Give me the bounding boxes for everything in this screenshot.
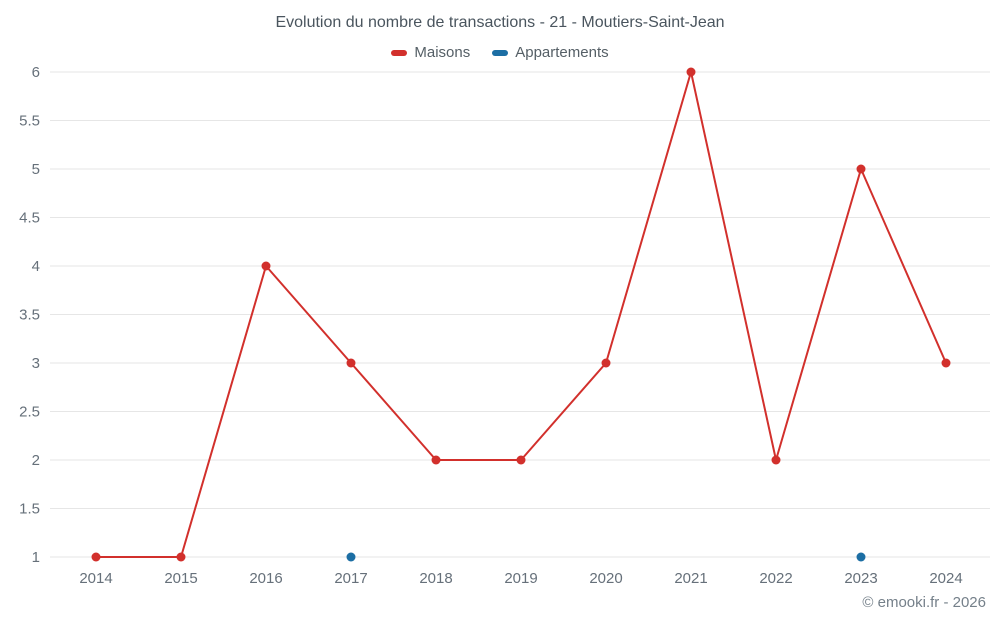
legend-item-appartements[interactable]: Appartements xyxy=(492,44,609,61)
x-tick-label: 2014 xyxy=(79,570,112,587)
x-tick-label: 2018 xyxy=(419,570,452,587)
x-tick-label: 2020 xyxy=(589,570,622,587)
data-point-appartements xyxy=(856,552,866,562)
y-tick-label: 1 xyxy=(32,549,40,566)
y-tick-label: 2 xyxy=(32,452,40,469)
data-point-maisons xyxy=(601,358,611,368)
chart-title: Evolution du nombre de transactions - 21… xyxy=(275,14,725,31)
data-point-maisons xyxy=(516,455,526,465)
legend-swatch-maisons xyxy=(391,49,408,56)
data-point-maisons xyxy=(176,552,186,562)
y-tick-label: 2.5 xyxy=(19,404,40,421)
legend-swatch-appartements xyxy=(492,49,509,56)
y-tick-label: 5.5 xyxy=(19,113,40,130)
x-tick-label: 2015 xyxy=(164,570,197,587)
footer-credit: © emooki.fr - 2026 xyxy=(862,594,986,611)
y-tick-label: 4 xyxy=(32,258,40,275)
data-point-maisons xyxy=(856,164,866,174)
x-tick-label: 2023 xyxy=(844,570,877,587)
x-tick-label: 2019 xyxy=(504,570,537,587)
y-tick-label: 6 xyxy=(32,64,40,81)
x-tick-label: 2024 xyxy=(929,570,962,587)
data-point-maisons xyxy=(941,358,951,368)
x-tick-label: 2022 xyxy=(759,570,792,587)
y-tick-label: 5 xyxy=(32,161,40,178)
legend-label-appartements: Appartements xyxy=(515,44,609,61)
y-tick-label: 3 xyxy=(32,355,40,372)
y-tick-label: 3.5 xyxy=(19,307,40,324)
x-tick-label: 2017 xyxy=(334,570,367,587)
data-point-maisons xyxy=(431,455,441,465)
data-point-maisons xyxy=(346,358,356,368)
chart-legend: Maisons Appartements xyxy=(0,44,1000,61)
y-tick-label: 1.5 xyxy=(19,501,40,518)
y-tick-label: 4.5 xyxy=(19,210,40,227)
data-point-maisons xyxy=(686,67,696,77)
data-point-maisons xyxy=(261,261,271,271)
x-tick-label: 2016 xyxy=(249,570,282,587)
x-tick-label: 2021 xyxy=(674,570,707,587)
data-point-appartements xyxy=(346,552,356,562)
data-point-maisons xyxy=(771,455,781,465)
legend-label-maisons: Maisons xyxy=(414,44,471,61)
legend-item-maisons[interactable]: Maisons xyxy=(391,44,470,61)
data-point-maisons xyxy=(91,552,101,562)
